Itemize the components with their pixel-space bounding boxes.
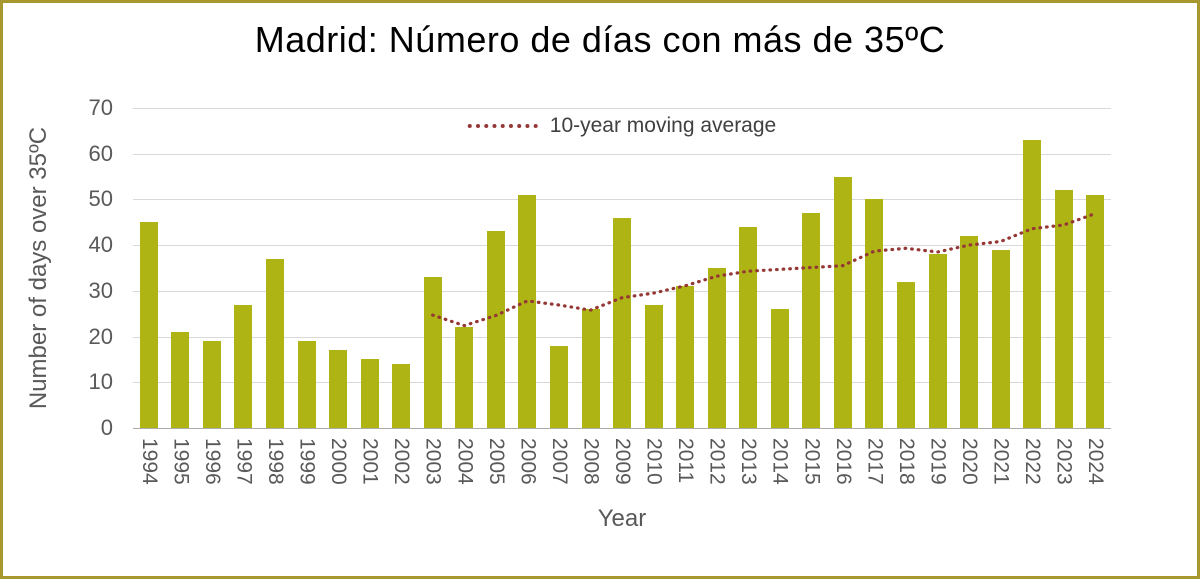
bar-2010 xyxy=(644,304,663,428)
plot-area: 10-year moving average xyxy=(133,108,1111,429)
bar-2007 xyxy=(549,345,568,428)
bar-1997 xyxy=(234,304,253,428)
gridline xyxy=(133,199,1111,201)
x-axis-title: Year xyxy=(597,505,647,532)
x-tick-label: 2014 xyxy=(768,438,792,485)
x-tick-label: 2017 xyxy=(863,438,887,485)
y-tick-label: 0 xyxy=(100,415,113,440)
y-tick-label: 30 xyxy=(88,277,113,303)
x-tick-label: 2009 xyxy=(611,438,634,485)
bar-2006 xyxy=(518,194,537,428)
bar-2012 xyxy=(707,268,726,428)
x-tick-label: 2013 xyxy=(737,438,761,485)
x-tick-label: 2005 xyxy=(484,438,508,485)
y-tick-label: 60 xyxy=(88,140,113,166)
bar-2001 xyxy=(360,359,379,428)
bar-2002 xyxy=(392,364,411,428)
bar-2008 xyxy=(581,309,600,428)
x-tick-label: 2011 xyxy=(674,438,698,484)
x-tick-label: 2000 xyxy=(327,438,351,485)
x-tick-label: 2001 xyxy=(358,438,382,485)
bar-2021 xyxy=(991,249,1010,428)
y-axis-tick-labels: 0 10 20 30 40 50 60 70 xyxy=(3,95,123,440)
x-tick-label: 2003 xyxy=(421,438,445,485)
moving-average-path xyxy=(431,211,1097,328)
y-tick-label: 10 xyxy=(88,369,113,395)
x-tick-label: 1996 xyxy=(200,438,224,485)
gridline xyxy=(133,428,1111,429)
gridline xyxy=(133,153,1111,155)
x-tick-label: 2010 xyxy=(642,438,666,485)
x-tick-label: 1995 xyxy=(169,438,193,485)
bar-2005 xyxy=(486,231,505,428)
bar-2014 xyxy=(770,309,789,428)
bar-2019 xyxy=(928,254,947,428)
x-tick-label: 2016 xyxy=(831,438,855,485)
bar-1998 xyxy=(266,258,284,428)
bar-2022 xyxy=(1023,140,1042,428)
bar-2009 xyxy=(613,217,631,428)
x-tick-label: 2023 xyxy=(1052,438,1076,485)
x-tick-label: 1997 xyxy=(232,438,256,485)
bar-2013 xyxy=(739,226,758,428)
x-axis-tick-labels: 1994 1995 1996 1997 1998 1999 2000 2001 2002 2003… xyxy=(133,433,1111,497)
x-tick-label: 2022 xyxy=(1021,438,1045,485)
x-tick-label: 2018 xyxy=(894,438,918,485)
x-tick-label: 2004 xyxy=(453,438,477,485)
x-tick-label: 1999 xyxy=(295,438,319,485)
x-tick-label: 2008 xyxy=(579,438,603,485)
x-tick-label: 2007 xyxy=(547,438,571,485)
x-tick-label: 1994 xyxy=(137,438,161,485)
y-tick-label: 70 xyxy=(88,95,113,120)
bar-2020 xyxy=(960,236,978,428)
x-tick-label: 1998 xyxy=(264,438,287,485)
legend-label: 10-year moving average xyxy=(549,114,777,137)
bar-2003 xyxy=(423,277,442,428)
dotted-line-icon xyxy=(467,124,538,128)
x-tick-label: 2019 xyxy=(926,438,950,485)
bar-2004 xyxy=(455,327,474,428)
bar-2024 xyxy=(1086,194,1105,428)
x-tick-label: 2015 xyxy=(800,438,824,485)
chart-title: Madrid: Número de días con más de 35ºC xyxy=(254,19,946,60)
bar-1996 xyxy=(202,341,221,428)
gridline xyxy=(133,108,1111,109)
legend: 10-year moving average xyxy=(467,114,777,138)
y-tick-label: 20 xyxy=(88,323,113,349)
bar-2011 xyxy=(676,286,695,428)
bar-1999 xyxy=(297,341,316,428)
bar-2000 xyxy=(329,350,348,428)
bar-2023 xyxy=(1054,190,1073,428)
bar-2016 xyxy=(833,176,852,428)
bar-1995 xyxy=(171,332,190,428)
y-tick-label: 50 xyxy=(88,186,113,212)
x-tick-label: 2012 xyxy=(705,438,729,485)
moving-average-line xyxy=(431,211,1097,328)
x-tick-label: 2002 xyxy=(390,438,414,485)
x-tick-label: 2020 xyxy=(958,438,981,485)
x-tick-label: 2006 xyxy=(516,438,540,485)
bar-2017 xyxy=(865,199,884,428)
x-tick-label: 2024 xyxy=(1084,438,1108,485)
bar-series xyxy=(133,108,1111,428)
bar-2018 xyxy=(896,281,915,428)
x-tick-label: 2021 xyxy=(989,438,1013,485)
bar-1994 xyxy=(139,222,158,428)
y-tick-label: 40 xyxy=(88,232,113,258)
